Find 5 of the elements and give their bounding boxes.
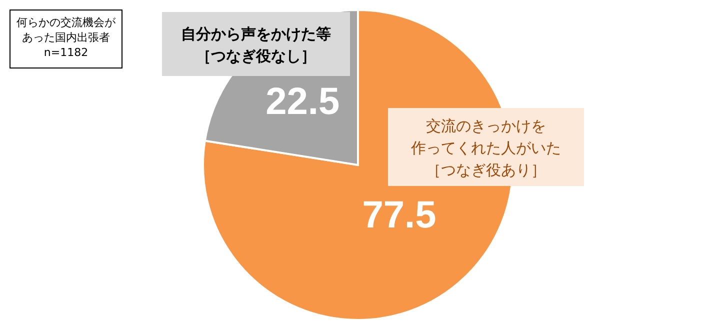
slice-label: 自分から声をかけた等［つなぎ役なし］ [181, 25, 331, 65]
slice-label: 交流のきっかけを作ってくれた人がいた［つなぎ役あり］ [410, 117, 561, 179]
text: 何らかの交流機会があった国内出張者n=1182 [16, 16, 116, 59]
data-label: 22.5 [266, 81, 340, 124]
data-label: 77.5 [362, 194, 436, 236]
